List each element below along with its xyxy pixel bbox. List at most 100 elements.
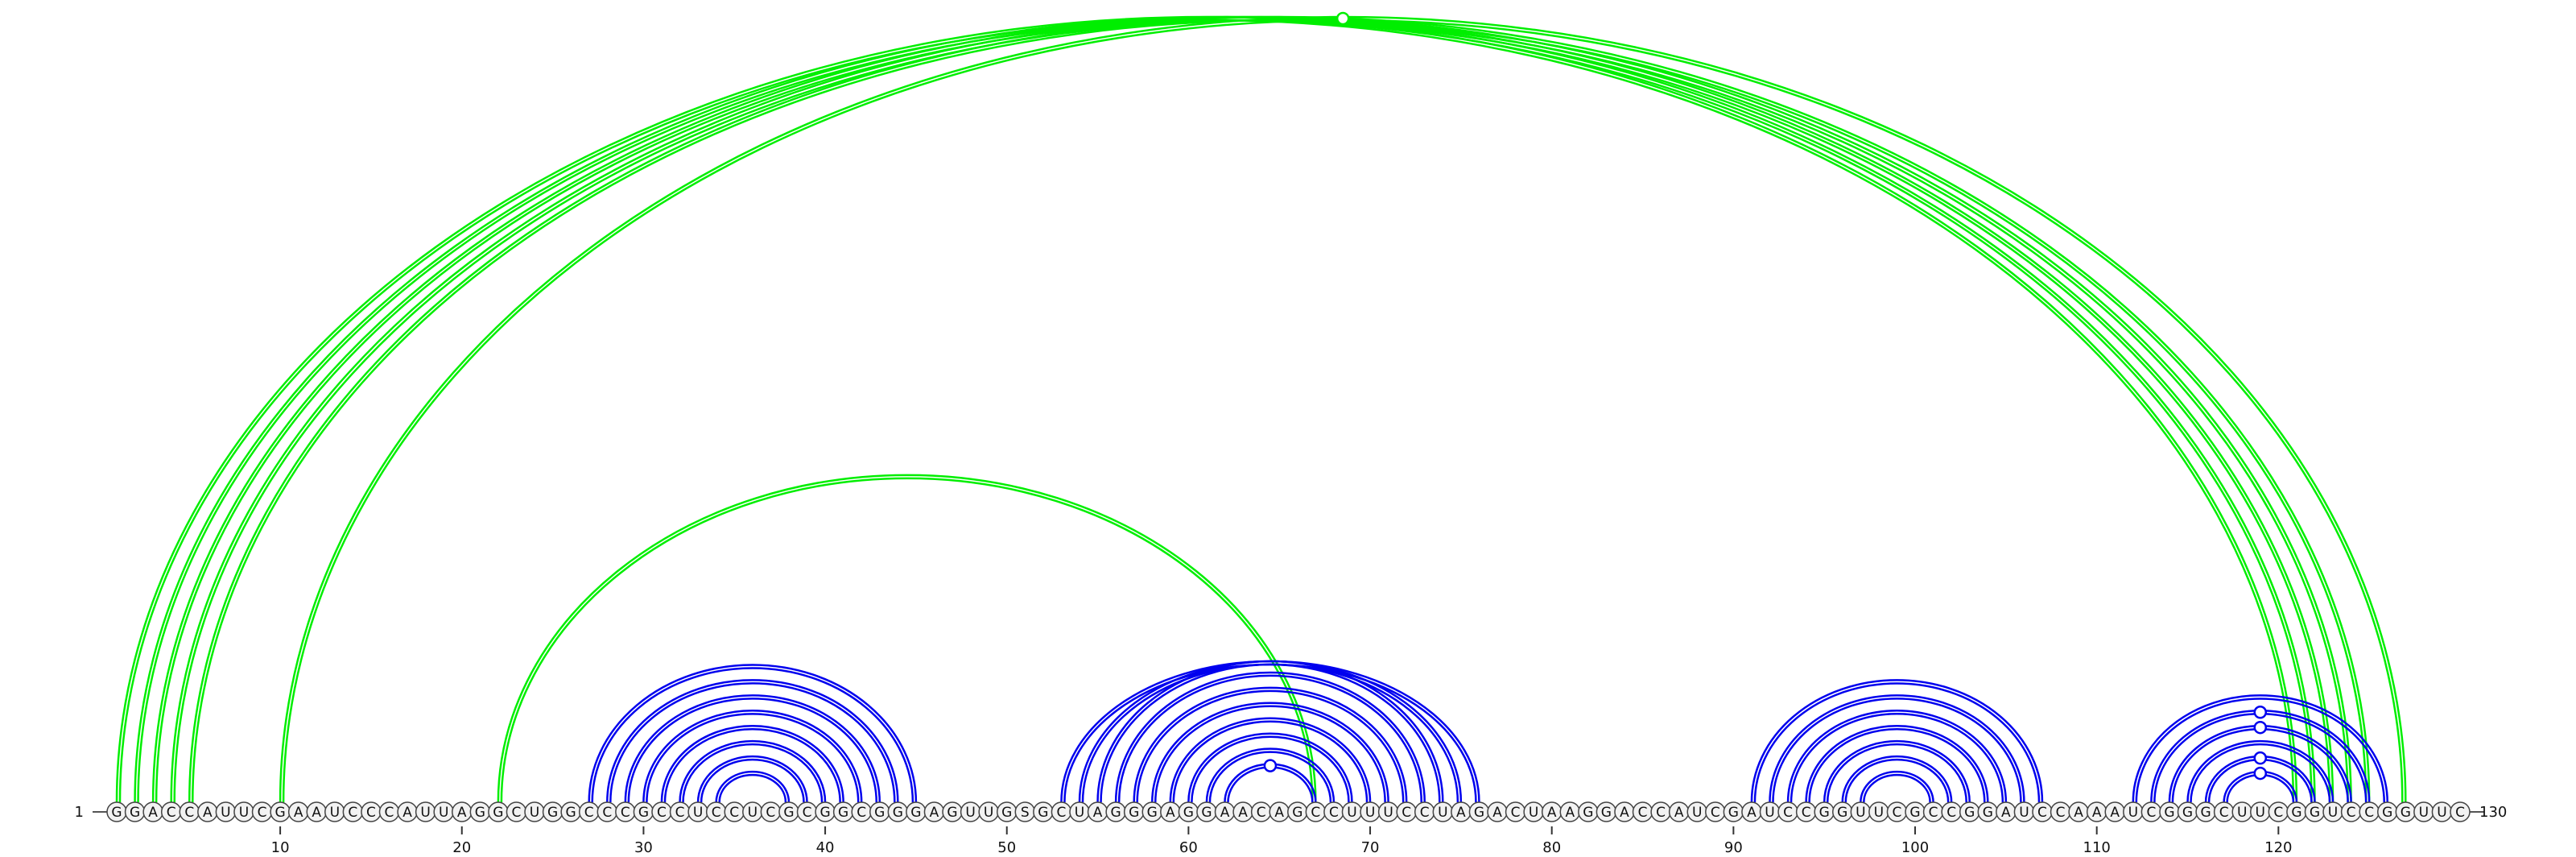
arc-apex-marker (2253, 720, 2268, 735)
nucleotide-letter: C (675, 805, 685, 821)
nucleotide-letter: A (312, 805, 321, 821)
nucleotide-letter: C (348, 805, 357, 821)
nucleotide-letter: U (984, 805, 993, 821)
tick-label: 100 (1901, 839, 1929, 856)
arc-apex-marker (2253, 766, 2268, 780)
nucleotide-letter: G (638, 805, 649, 821)
pseudoknot-arc (497, 474, 1317, 803)
tick-label: 20 (452, 839, 471, 856)
nucleotide-letter: G (2382, 805, 2392, 821)
nucleotide-letter: C (1257, 805, 1266, 821)
nucleotide-letter: U (439, 805, 448, 821)
nucleotide-letter: U (2237, 805, 2247, 821)
nucleotide-letter: G (1147, 805, 1158, 821)
nucleotide-letter: G (2291, 805, 2301, 821)
nested-arc-inner (1208, 751, 1332, 803)
nucleotide-letter: C (512, 805, 522, 821)
sequence-start-label: 1 (75, 804, 84, 821)
nucleotide-letter: C (1893, 805, 1902, 821)
nested-arc (1786, 710, 2008, 803)
arc-markers (1263, 11, 2268, 780)
nested-arc (2132, 694, 2388, 803)
nested-arc-inner (1844, 758, 1950, 803)
nucleotide-letter: C (1929, 805, 1938, 821)
nucleotide (2450, 801, 2471, 822)
nested-arc-inner (1826, 743, 1967, 803)
nucleotide-letter: S (1021, 805, 1030, 821)
nested-arc (1096, 660, 1444, 803)
nucleotide-letter: G (838, 805, 848, 821)
nucleotide-letter: G (566, 805, 576, 821)
nested-arc (1133, 686, 1408, 803)
nested-arc (1169, 717, 1372, 803)
nested-arc-inner (1863, 774, 1931, 803)
nucleotide-letter: A (1093, 805, 1103, 821)
nested-arc-inner (1100, 664, 1441, 803)
nucleotide-letter: C (657, 805, 667, 821)
nested-arc-inner (2135, 698, 2385, 803)
nucleotide-letter: A (2110, 805, 2120, 821)
nucleotide-letter: A (1620, 805, 1629, 821)
nucleotide-letter: G (1038, 805, 1048, 821)
nucleotide-letter: U (1365, 805, 1375, 821)
nucleotide-letter: C (1420, 805, 1430, 821)
arc-apex-marker (2253, 751, 2268, 765)
nested-arc-inner (1191, 735, 1350, 803)
tick-label: 70 (1361, 839, 1380, 856)
nucleotide-letter: G (1819, 805, 1830, 821)
nucleotide-letter: A (1456, 805, 1466, 821)
nucleotide-letter: G (910, 805, 921, 821)
nucleotide-letter: G (1474, 805, 1484, 821)
nucleotide-letter: A (1492, 805, 1502, 821)
nucleotide-letter: C (2219, 805, 2229, 821)
nested-arc (1114, 671, 1426, 803)
nested-arc (1187, 732, 1353, 803)
nucleotide-letter: G (1001, 805, 1012, 821)
nested-arc (1769, 694, 2025, 803)
nucleotide-letter: G (1201, 805, 1212, 821)
tick-label: 40 (816, 839, 835, 856)
nucleotide-letter: C (857, 805, 866, 821)
nucleotide-letter: G (947, 805, 957, 821)
nucleotide-letter: G (547, 805, 558, 821)
tick-label: 110 (2083, 839, 2111, 856)
position-axis: 10 20 30 40 50 60 70 80 90 100 110 120 (271, 826, 2293, 856)
nucleotide-letter: U (2019, 805, 2029, 821)
nested-arc (606, 679, 899, 803)
nucleotide-letter: G (1983, 805, 1993, 821)
nested-arc-inner (609, 682, 896, 803)
nucleotide-letter: U (1874, 805, 1884, 821)
nucleotide-letter: C (1638, 805, 1648, 821)
nucleotide-letter: U (2256, 805, 2265, 821)
nucleotide-letter: A (294, 805, 303, 821)
nucleotide-letter: U (420, 805, 430, 821)
nucleotide-letter: G (1909, 805, 1920, 821)
nucleotide-letter: G (783, 805, 794, 821)
nucleotide-letter: G (1183, 805, 1194, 821)
nucleotide-letter: C (584, 805, 594, 821)
nucleotide-letter: C (1783, 805, 1793, 821)
nucleotide-letter: C (766, 805, 775, 821)
nucleotide-letter: G (111, 805, 122, 821)
nucleotide-letter: U (239, 805, 249, 821)
arc-apex-marker (2253, 706, 2268, 719)
nucleotide-letter: A (2001, 805, 2011, 821)
nucleotide-letter: U (1856, 805, 1865, 821)
nucleotide-letter: G (475, 805, 485, 821)
nucleotide-letter: C (1056, 805, 1066, 821)
nucleotide-letter: U (748, 805, 758, 821)
nucleotide-letter: C (1311, 805, 1320, 821)
nucleotide-letter: C (1802, 805, 1811, 821)
nucleotide-letter: C (2364, 805, 2374, 821)
nested-arc (642, 710, 863, 803)
nucleotide-letter: C (258, 805, 267, 821)
tick-label: 80 (1542, 839, 1561, 856)
nucleotide-letter: U (1529, 805, 1538, 821)
nucleotide-letter: U (1347, 805, 1356, 821)
nucleotide-letter: C (2056, 805, 2066, 821)
tick-label: 90 (1724, 839, 1743, 856)
nested-arc (588, 664, 918, 803)
arc-apex-marker (1263, 759, 1278, 772)
nucleotide-letter: G (130, 805, 140, 821)
